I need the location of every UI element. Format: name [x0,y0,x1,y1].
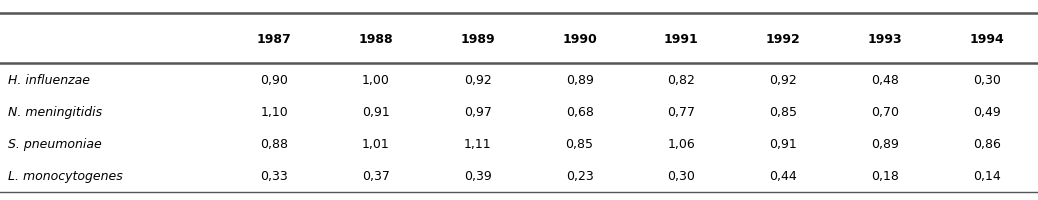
Text: 1,06: 1,06 [667,138,695,150]
Text: 0,85: 0,85 [769,106,797,118]
Text: 0,37: 0,37 [362,170,390,182]
Text: 0,90: 0,90 [261,74,288,86]
Text: 1,00: 1,00 [362,74,390,86]
Text: 0,39: 0,39 [464,170,492,182]
Text: 0,91: 0,91 [362,106,390,118]
Text: 1988: 1988 [358,33,393,45]
Text: 1,01: 1,01 [362,138,390,150]
Text: 0,70: 0,70 [871,106,899,118]
Text: 1992: 1992 [766,33,800,45]
Text: 1,11: 1,11 [464,138,492,150]
Text: 1991: 1991 [664,33,699,45]
Text: 0,97: 0,97 [464,106,492,118]
Text: 0,48: 0,48 [871,74,899,86]
Text: H. influenzae: H. influenzae [8,74,90,86]
Text: 0,88: 0,88 [261,138,289,150]
Text: 0,30: 0,30 [973,74,1001,86]
Text: 0,77: 0,77 [667,106,695,118]
Text: 1994: 1994 [969,33,1004,45]
Text: 1,10: 1,10 [261,106,288,118]
Text: 0,49: 0,49 [973,106,1001,118]
Text: 0,44: 0,44 [769,170,797,182]
Text: 0,85: 0,85 [566,138,594,150]
Text: 0,89: 0,89 [871,138,899,150]
Text: L. monocytogenes: L. monocytogenes [8,170,124,182]
Text: 0,91: 0,91 [769,138,797,150]
Text: N. meningitidis: N. meningitidis [8,106,103,118]
Text: S. pneumoniae: S. pneumoniae [8,138,102,150]
Text: 0,82: 0,82 [667,74,695,86]
Text: 1989: 1989 [461,33,495,45]
Text: 0,86: 0,86 [973,138,1001,150]
Text: 0,92: 0,92 [769,74,797,86]
Text: 1993: 1993 [868,33,902,45]
Text: 0,89: 0,89 [566,74,594,86]
Text: 0,92: 0,92 [464,74,492,86]
Text: 1987: 1987 [256,33,292,45]
Text: 0,18: 0,18 [871,170,899,182]
Text: 1990: 1990 [563,33,597,45]
Text: 0,68: 0,68 [566,106,594,118]
Text: 0,33: 0,33 [261,170,288,182]
Text: 0,23: 0,23 [566,170,594,182]
Text: 0,14: 0,14 [973,170,1001,182]
Text: 0,30: 0,30 [667,170,695,182]
